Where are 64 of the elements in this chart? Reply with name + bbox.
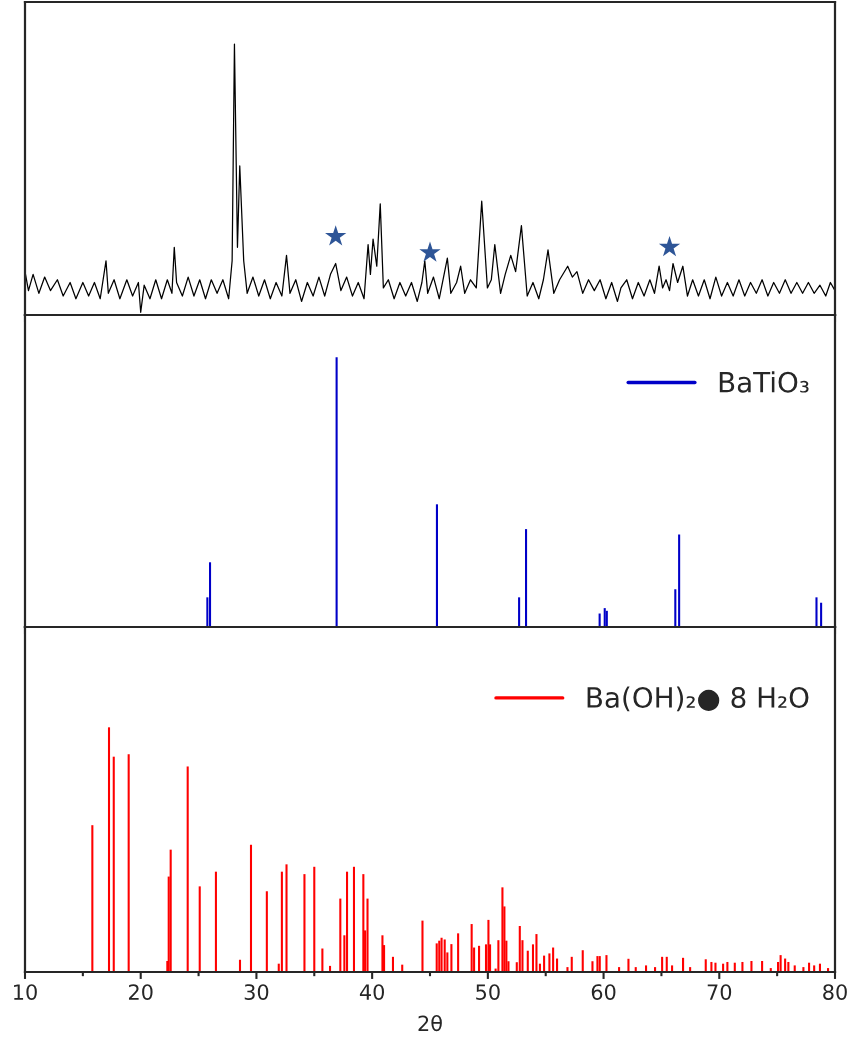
bar bbox=[535, 934, 538, 972]
bar bbox=[345, 871, 349, 972]
bar bbox=[566, 967, 569, 972]
bar bbox=[487, 919, 490, 972]
bar bbox=[313, 866, 316, 972]
legend-label: BaTiO₃ bbox=[719, 371, 809, 393]
bar bbox=[352, 866, 356, 972]
bar bbox=[779, 955, 782, 972]
bar bbox=[438, 940, 441, 972]
bar bbox=[435, 504, 438, 627]
bar bbox=[208, 562, 212, 627]
bar bbox=[591, 961, 594, 972]
bar bbox=[112, 756, 115, 972]
x-tick-label: 70 bbox=[707, 984, 732, 1000]
bar bbox=[525, 529, 528, 627]
x-tick-label: 80 bbox=[823, 984, 847, 1000]
bar bbox=[815, 597, 818, 627]
bar bbox=[457, 933, 460, 972]
bar bbox=[820, 602, 823, 627]
bar bbox=[581, 950, 584, 972]
bar bbox=[91, 825, 94, 972]
bar bbox=[362, 874, 365, 972]
bar bbox=[303, 874, 306, 972]
bar bbox=[169, 849, 172, 972]
bar bbox=[518, 926, 521, 972]
bar bbox=[335, 357, 338, 627]
x-tick-label: 40 bbox=[359, 984, 385, 1000]
x-axis-title: 2θ bbox=[418, 1014, 442, 1032]
bar bbox=[107, 727, 111, 972]
bar bbox=[198, 886, 201, 972]
bar bbox=[714, 962, 717, 972]
bar bbox=[470, 924, 473, 972]
x-tick-label: 60 bbox=[591, 984, 616, 1000]
x-tick-label: 20 bbox=[128, 984, 153, 1000]
bar bbox=[552, 947, 555, 972]
bar bbox=[366, 898, 369, 972]
bar bbox=[214, 871, 217, 972]
bar bbox=[548, 953, 551, 972]
bar bbox=[674, 589, 677, 627]
bar bbox=[285, 864, 288, 972]
bar bbox=[497, 940, 500, 972]
bar bbox=[605, 955, 608, 972]
bar bbox=[478, 945, 481, 972]
bar bbox=[265, 891, 268, 972]
bar bbox=[381, 935, 384, 972]
bar bbox=[339, 898, 342, 972]
bar bbox=[443, 939, 446, 972]
bar bbox=[280, 871, 283, 972]
bar bbox=[678, 534, 681, 627]
bar bbox=[450, 944, 453, 972]
legend-label: Ba(OH)₂● 8 H₂O bbox=[587, 686, 809, 712]
bar bbox=[321, 948, 324, 972]
x-tick-label: 30 bbox=[244, 984, 269, 1000]
x-tick-label: 10 bbox=[14, 984, 37, 1000]
bar bbox=[421, 920, 424, 972]
bar bbox=[186, 766, 189, 972]
bar bbox=[501, 887, 504, 972]
bar bbox=[440, 937, 443, 972]
bar bbox=[127, 754, 130, 972]
x-tick-label: 50 bbox=[476, 984, 500, 1000]
bar bbox=[518, 597, 521, 627]
bar bbox=[435, 943, 438, 972]
bar bbox=[249, 844, 253, 972]
bar bbox=[526, 950, 529, 972]
